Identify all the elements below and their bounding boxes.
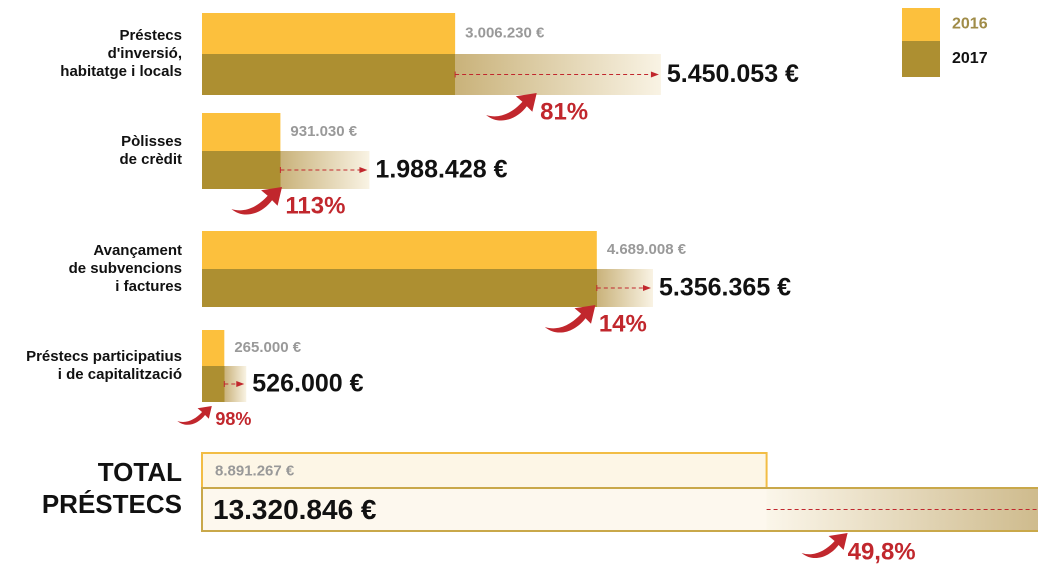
- bar-2016: [202, 231, 597, 269]
- category-label: Préstecs participatius i de capitalitzac…: [26, 348, 182, 383]
- category-label: Pòlisses de crèdit: [119, 133, 182, 168]
- value-label-2017: 526.000 €: [252, 370, 363, 398]
- growth-label: 98%: [215, 409, 251, 429]
- value-label-2017: 1.988.428 €: [375, 156, 507, 184]
- legend-label: 2017: [952, 50, 988, 67]
- value-label-2016: 3.006.230 €: [465, 24, 545, 41]
- bar-2017: [202, 269, 654, 307]
- growth-arrow: [231, 187, 282, 215]
- change-arrowhead: [643, 285, 652, 291]
- growth-arrow: [177, 406, 212, 425]
- category-label: Avançament de subvencions i factures: [68, 242, 182, 295]
- value-label-2016: 931.030 €: [290, 123, 357, 140]
- growth-label: 14%: [599, 310, 647, 337]
- value-label-2017: 5.450.053 €: [667, 60, 799, 88]
- bar-2017: [202, 151, 370, 189]
- change-arrowhead: [650, 71, 659, 78]
- growth-arrow: [801, 533, 848, 559]
- total-label: TOTAL PRÉSTECS: [41, 457, 182, 519]
- growth-label: 49,8%: [848, 538, 916, 565]
- bar-2016: [202, 330, 225, 366]
- change-arrowhead: [359, 167, 368, 173]
- legend-label: 2016: [952, 16, 988, 33]
- growth-label: 81%: [540, 98, 588, 125]
- total-value-2016: 8.891.267 €: [215, 462, 295, 479]
- value-label-2017: 5.356.365 €: [659, 274, 791, 302]
- bar-2016: [202, 13, 456, 54]
- bar-2016: [202, 113, 281, 151]
- value-label-2016: 4.689.008 €: [607, 241, 687, 258]
- category-label: Préstecs d'inversió, habitatge i locals: [60, 27, 182, 80]
- value-label-2016: 265.000 €: [234, 339, 301, 356]
- legend-swatch: [902, 41, 940, 77]
- total-value-2017: 13.320.846 €: [213, 494, 377, 525]
- total-bar-2017: [201, 487, 1038, 532]
- growth-label: 113%: [285, 192, 345, 219]
- legend-swatch: [902, 8, 940, 41]
- growth-arrow: [544, 305, 596, 333]
- total-bar-2016: [201, 452, 768, 489]
- change-arrowhead: [236, 381, 245, 387]
- growth-arrow: [486, 93, 537, 121]
